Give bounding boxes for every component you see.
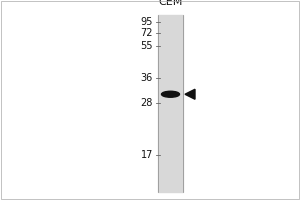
- Text: 72: 72: [140, 28, 153, 38]
- Text: 95: 95: [141, 17, 153, 27]
- Text: 28: 28: [141, 98, 153, 108]
- Ellipse shape: [161, 91, 179, 97]
- Text: 55: 55: [140, 41, 153, 51]
- Text: 36: 36: [141, 73, 153, 83]
- Polygon shape: [185, 89, 195, 99]
- Text: CEM: CEM: [158, 0, 183, 7]
- Bar: [158, 15, 183, 192]
- Text: 17: 17: [141, 150, 153, 160]
